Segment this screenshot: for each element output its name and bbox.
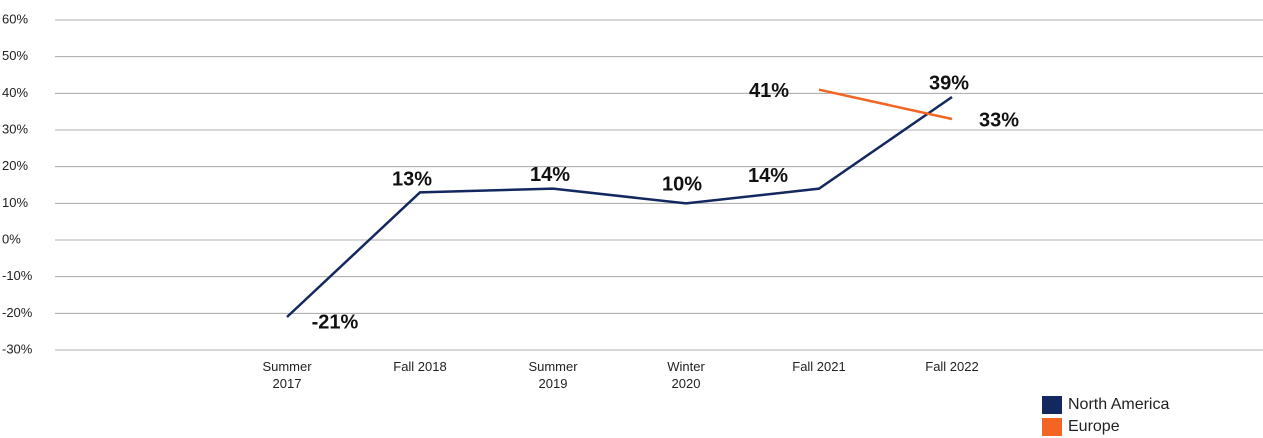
data-label: 14%	[748, 165, 788, 187]
y-tick-label: 30%	[2, 121, 28, 136]
data-label: 10%	[662, 174, 702, 196]
legend-swatch	[1042, 396, 1062, 414]
data-label: 14%	[530, 164, 570, 186]
legend-item: Europe	[1042, 418, 1120, 436]
line-series	[286, 95, 953, 318]
x-tick-label: Summer 2019	[528, 359, 578, 391]
y-tick-label: -30%	[2, 341, 33, 356]
y-tick-label: 10%	[2, 195, 28, 210]
y-tick-label: 0%	[2, 231, 21, 246]
data-label: -21%	[312, 311, 359, 333]
data-label: 13%	[392, 169, 432, 191]
data-label: 41%	[749, 80, 789, 102]
legend-label: North America	[1068, 396, 1170, 413]
y-tick-label: -10%	[2, 268, 33, 283]
legend-item: North America	[1042, 396, 1169, 414]
x-tick-label: Winter 2020	[667, 359, 705, 391]
data-label: 39%	[929, 72, 969, 94]
data-label: 33%	[979, 109, 1019, 131]
y-tick-label: 40%	[2, 85, 28, 100]
x-tick-label: Fall 2021	[792, 359, 846, 374]
x-tick-label: Summer 2017	[262, 359, 312, 391]
y-tick-label: 50%	[2, 48, 28, 63]
y-tick-label: -20%	[2, 305, 33, 320]
y-tick-label: 60%	[2, 11, 28, 26]
y-tick-label: 20%	[2, 158, 28, 173]
x-tick-label: Fall 2022	[925, 359, 979, 374]
line-series	[818, 88, 953, 121]
x-tick-label: Fall 2018	[393, 359, 447, 374]
legend-swatch	[1042, 418, 1062, 436]
legend-label: Europe	[1068, 418, 1120, 435]
